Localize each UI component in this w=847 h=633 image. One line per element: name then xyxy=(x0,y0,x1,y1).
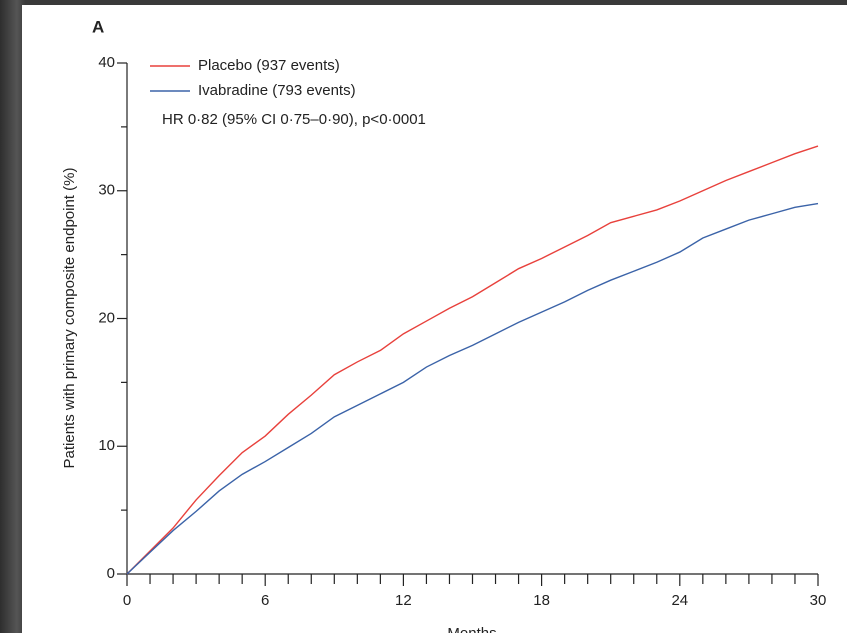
legend-label: Placebo (937 events) xyxy=(198,57,340,74)
y-tick-label: 20 xyxy=(98,309,115,326)
x-axis-label: Months xyxy=(447,625,496,633)
y-tick-label: 30 xyxy=(98,182,115,199)
x-tick-label: 6 xyxy=(261,592,269,609)
y-tick-label: 40 xyxy=(98,54,115,71)
data-line xyxy=(126,145,819,575)
panel-label: A xyxy=(92,17,104,36)
legend-label: Ivabradine (793 events) xyxy=(198,82,356,99)
x-tick-label: 0 xyxy=(123,592,131,609)
y-tick-label: 10 xyxy=(98,437,115,454)
figure-panel xyxy=(22,5,847,633)
annotation: HR 0·82 (95% CI 0·75–0·90), p<0·0001 xyxy=(162,111,426,128)
x-tick-label: 12 xyxy=(395,592,412,609)
x-tick-label: 30 xyxy=(810,592,827,609)
y-tick-label: 0 xyxy=(107,565,115,582)
data-line xyxy=(126,202,819,575)
x-tick-label: 18 xyxy=(533,592,550,609)
x-tick-label: 24 xyxy=(671,592,688,609)
y-axis-label: Patients with primary composite endpoint… xyxy=(61,168,78,469)
